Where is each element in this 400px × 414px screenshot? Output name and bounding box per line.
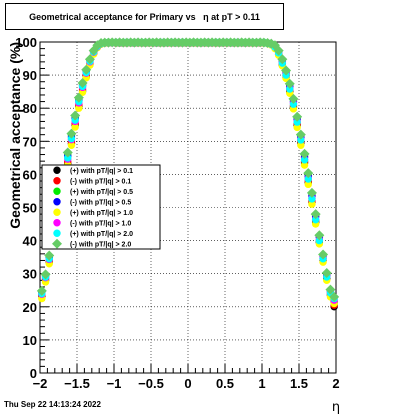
y-tick-label: 10 [23,333,37,348]
data-point [318,249,329,260]
data-point [304,175,312,183]
legend-label: (-) with pT/|q| > 0.1 [70,179,131,186]
legend-marker [53,198,61,206]
legend-label: (+) with pT/|q| > 0.1 [70,168,133,175]
y-axis-label: Geometrical acceptance (%) [7,42,23,229]
y-tick-label: 0 [30,366,37,381]
data-point [314,230,325,241]
data-point [297,141,305,149]
data-point [293,118,301,126]
data-point [308,195,316,203]
legend-marker [53,166,61,174]
legend-marker [53,177,61,185]
legend-marker [53,219,61,227]
x-tick-label: 2 [332,376,339,391]
y-tick-label: 90 [23,68,37,83]
data-point [304,180,312,189]
data-point [273,45,284,56]
datestamp: Thu Sep 22 14:13:24 2022 [4,400,101,409]
data-point [315,236,324,245]
data-point [288,93,299,104]
data-point [73,92,84,103]
data-point [310,209,321,220]
data-point [300,161,309,169]
data-point [71,123,79,131]
x-tick-label: −2 [33,376,48,391]
x-tick-label: 0 [184,376,191,391]
data-point [292,111,303,122]
legend-label: (-) with pT/|q| > 2.0 [70,242,131,249]
data-point [299,148,310,159]
y-tick-label: 70 [23,134,37,149]
data-point [62,147,73,158]
x-tick-label: −0.5 [138,376,164,391]
y-tick-label: 50 [23,201,37,216]
data-point [44,250,55,261]
x-tick-label: −1 [107,376,122,391]
legend-marker [53,229,61,237]
x-tick-label: −1.5 [64,376,90,391]
data-point [64,154,72,162]
y-tick-label: 100 [15,35,37,50]
legend-label: (-) with pT/|q| > 1.0 [70,221,131,228]
x-axis-label: η [332,400,340,414]
y-tick-label: 40 [23,234,37,249]
legend-marker [53,187,61,195]
data-point [297,136,305,144]
data-point [277,54,288,65]
tick-labels: −2 −1.5 −1 −0.5 0 0.5 1 1.5 20102030405060708090… [15,35,339,391]
data-point [321,268,332,279]
x-tick-label: 1.5 [290,376,308,391]
x-tick-label: 0.5 [216,376,234,391]
series-7 [36,37,340,302]
data-point [281,65,292,76]
data-point [70,110,81,121]
data-point [308,200,316,208]
legend: (+) with pT/|q| > 0.1 (-) with pT/|q| > 0… [41,164,161,250]
data-point [293,123,301,132]
legend-label: (-) with pT/|q| > 0.5 [70,200,131,207]
data-point [306,187,317,198]
y-tick-label: 30 [23,267,37,282]
data-point [77,78,88,89]
y-tick-label: 20 [23,300,37,315]
data-point [66,128,77,139]
axis-ticks [39,41,337,374]
legend-label: (+) with pT/|q| > 0.5 [70,189,133,196]
data-point [40,269,51,280]
data-point [36,285,47,296]
y-tick-label: 80 [23,101,37,116]
legend-marker [52,238,62,249]
data-point [289,100,298,108]
data-point [325,284,336,295]
legend-label: (+) with pT/|q| > 2.0 [70,231,133,238]
data-point [84,54,95,65]
data-point [329,291,340,302]
data-point [303,168,314,179]
data-point [295,129,306,140]
chart-title-box: Geometrical acceptance for Primary vs η … [5,3,284,30]
data-point [300,156,309,164]
legend-marker [53,208,61,216]
data-point [284,78,295,89]
data-point [81,64,92,75]
x-tick-label: 1 [258,376,265,391]
legend-box [41,164,161,250]
y-tick-label: 60 [23,167,37,182]
data-point [311,216,320,224]
data-point [67,141,76,149]
legend-label: (+) with pT/|q| > 1.0 [70,210,133,217]
data-point [286,85,294,93]
data-point [75,104,83,112]
chart-title: Geometrical acceptance for Primary vs η … [29,12,260,22]
